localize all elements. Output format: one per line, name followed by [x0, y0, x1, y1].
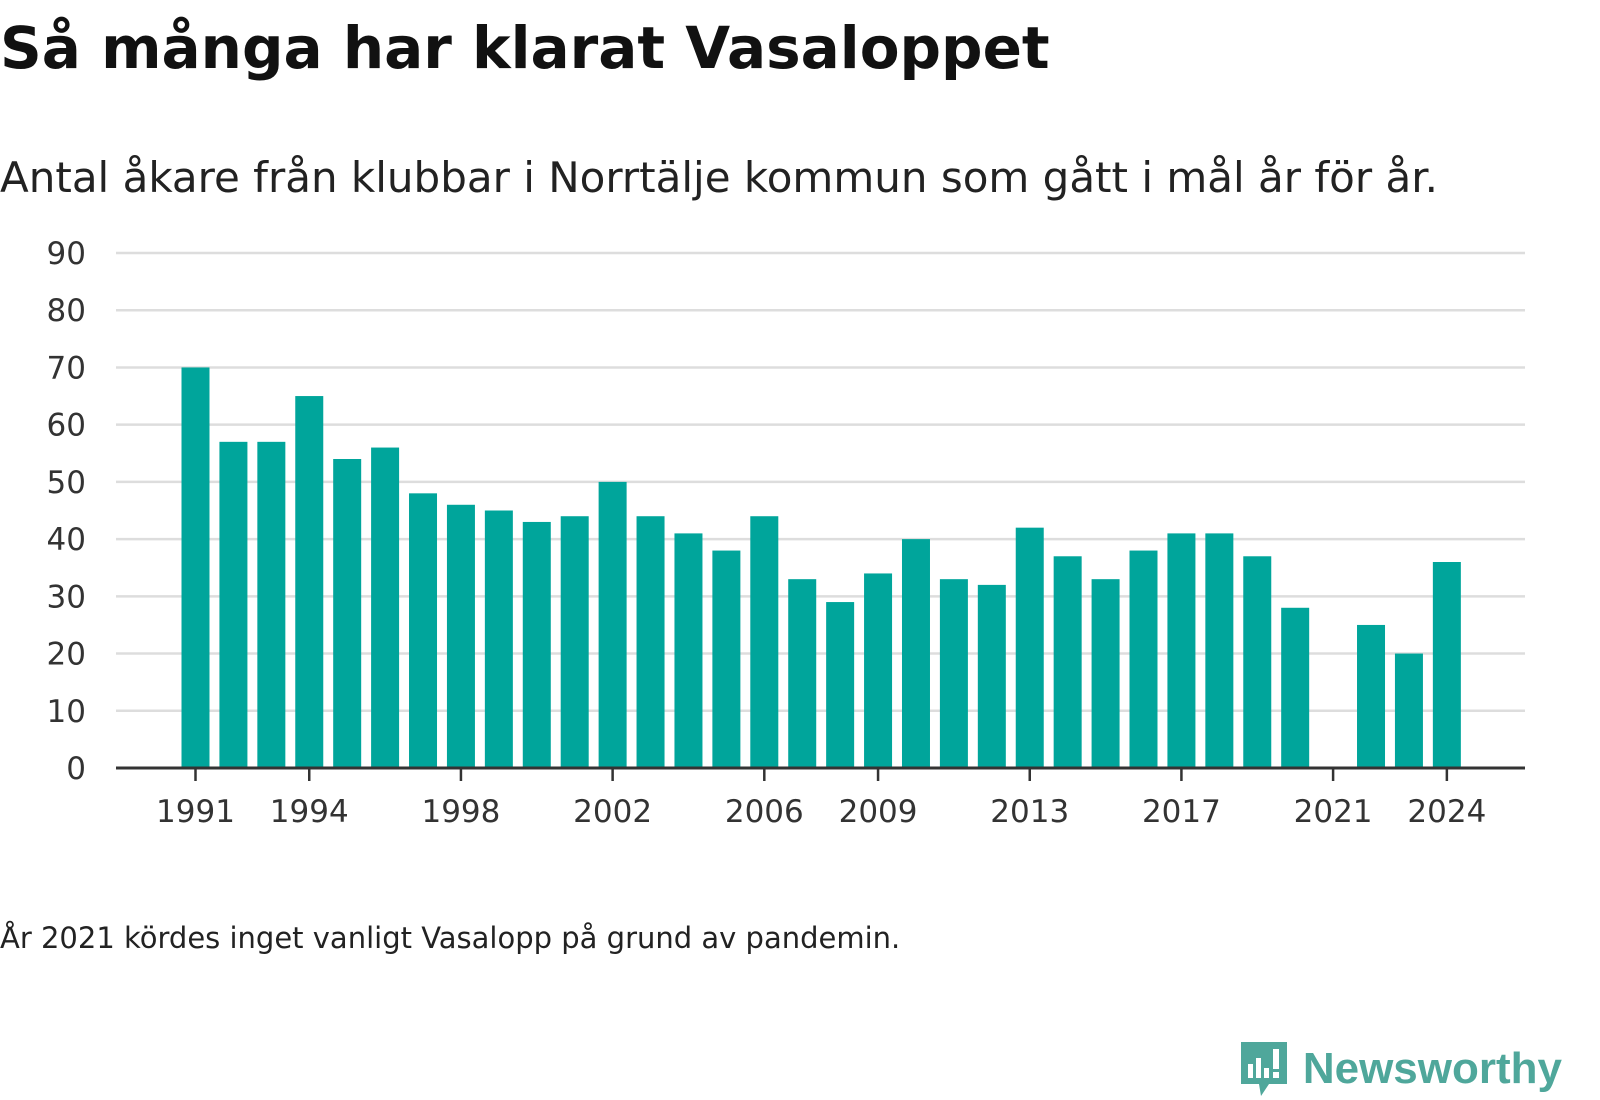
bar-2020 — [1281, 607, 1310, 768]
y-tick-label: 60 — [47, 408, 86, 444]
bar-2024 — [1432, 562, 1461, 768]
bar-2009 — [864, 573, 893, 768]
y-tick-label: 20 — [47, 637, 86, 673]
y-tick-label: 80 — [47, 293, 86, 329]
bar-1993 — [257, 441, 286, 768]
y-tick-label: 0 — [66, 751, 86, 787]
y-tick-label: 40 — [47, 522, 86, 558]
y-tick-label: 30 — [47, 579, 86, 615]
footnote: År 2021 kördes inget vanligt Vasalopp på… — [0, 921, 901, 955]
bar-1999 — [484, 510, 513, 768]
bar-1996 — [371, 447, 400, 768]
chart-subtitle: Antal åkare från klubbar i Norrtälje kom… — [0, 153, 1438, 202]
bar-2003 — [636, 516, 665, 768]
bar-2011 — [939, 579, 968, 768]
x-tick-label: 2024 — [1407, 794, 1486, 830]
y-axis-tick-labels: 0 10 20 30 40 50 60 70 80 90 — [47, 236, 86, 787]
x-tick-label: 2021 — [1294, 794, 1373, 830]
bar-2001 — [560, 516, 589, 768]
x-axis-tick-labels: 1991 1994 1998 2002 2006 2009 2013 2017 2021 2024 — [156, 768, 1486, 830]
bar-chart: 0 10 20 30 40 50 60 70 80 90 1991 1994 1998 2002 2006… — [47, 236, 1525, 830]
x-tick-label: 1991 — [156, 794, 235, 830]
brand-name: Newsworthy — [1302, 1044, 1562, 1093]
bar-2019 — [1243, 556, 1272, 768]
gridlines — [116, 251, 1525, 713]
bar-2005 — [712, 550, 741, 768]
bar-2013 — [1015, 527, 1044, 768]
x-tick-label: 2017 — [1142, 794, 1221, 830]
y-tick-label: 10 — [47, 694, 86, 730]
bar-1997 — [409, 493, 438, 768]
brand-logo: Newsworthy — [1239, 1040, 1562, 1098]
bar-2008 — [826, 602, 855, 768]
chart-title: Så många har klarat Vasaloppet — [0, 14, 1050, 82]
bar-2006 — [750, 516, 779, 768]
newsworthy-logo-icon — [1240, 1042, 1287, 1096]
x-tick-label: 2002 — [573, 794, 652, 830]
bar-2023 — [1394, 653, 1423, 768]
y-tick-label: 90 — [47, 236, 86, 272]
y-tick-label: 50 — [47, 465, 86, 501]
x-tick-label: 2006 — [725, 794, 804, 830]
bar-2018 — [1205, 533, 1234, 768]
x-tick-label: 2013 — [990, 794, 1069, 830]
bar-2007 — [788, 579, 817, 768]
bar-1998 — [446, 504, 475, 768]
bar-1991 — [181, 367, 210, 768]
x-tick-label: 1994 — [270, 794, 349, 830]
bar-2010 — [901, 539, 930, 768]
bar-1992 — [219, 441, 248, 768]
bar-2022 — [1357, 624, 1386, 768]
bar-1995 — [333, 459, 362, 768]
bar-2016 — [1129, 550, 1158, 768]
bar-2014 — [1053, 556, 1082, 768]
y-tick-label: 70 — [47, 350, 86, 386]
bar-2004 — [674, 533, 703, 768]
bar-2012 — [977, 584, 1006, 768]
bar-2015 — [1091, 579, 1120, 768]
bar-1994 — [295, 396, 324, 768]
bar-2017 — [1167, 533, 1196, 768]
x-tick-label: 1998 — [421, 794, 500, 830]
x-tick-label: 2009 — [839, 794, 918, 830]
bars — [181, 367, 1461, 768]
bar-2000 — [522, 521, 551, 768]
bar-2002 — [598, 481, 627, 768]
